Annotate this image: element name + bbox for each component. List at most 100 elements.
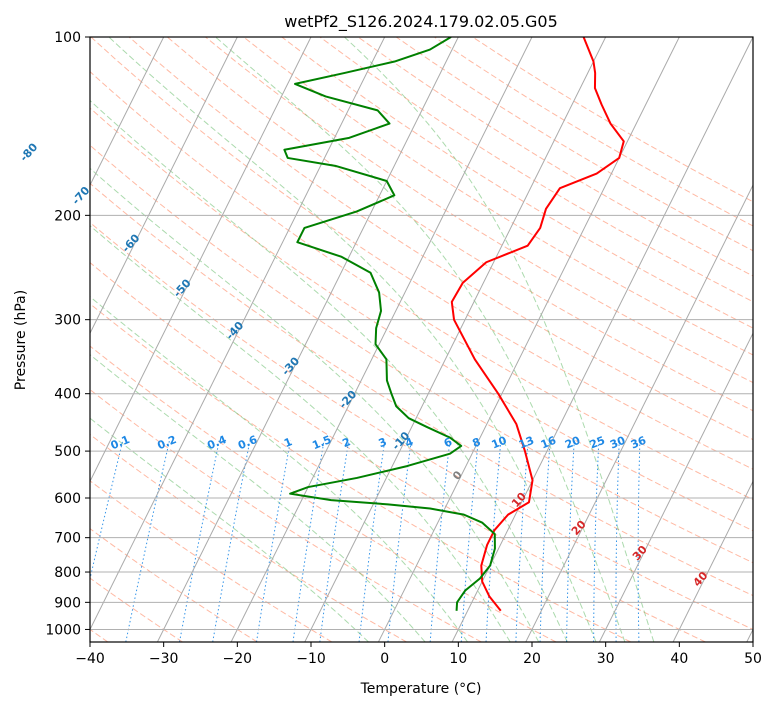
- mixing-ratio-line: [485, 440, 502, 642]
- x-tick-label: 50: [744, 651, 762, 667]
- mixing-ratio-label: 0.6: [236, 433, 259, 452]
- moist-adiabat: [90, 354, 426, 642]
- mixing-ratio-label: 8: [470, 435, 482, 450]
- x-tick-label: 0: [380, 651, 389, 667]
- x-tick-label: 10: [449, 651, 467, 667]
- mixing-ratio-label: 0.4: [205, 433, 228, 452]
- mixing-ratio-label: 20: [563, 434, 582, 452]
- x-axis-label: Temperature (°C): [360, 681, 482, 697]
- y-tick-label: 200: [54, 208, 81, 224]
- y-tick-label: 700: [54, 531, 81, 547]
- mixing-ratio-label: 2: [341, 435, 353, 450]
- mixing-ratio-line: [256, 440, 291, 642]
- moist-adiabat: [108, 37, 597, 642]
- mixing-ratio-label: 36: [629, 434, 648, 452]
- moist-adiabat: [215, 37, 626, 642]
- mixing-ratio-line: [539, 440, 551, 642]
- isotherm-label: -70: [69, 184, 92, 208]
- dry-adiabat: [166, 37, 753, 412]
- dry-adiabat: [243, 37, 753, 356]
- dry-adiabat: [205, 37, 753, 384]
- dewpoint-trace: [283, 37, 496, 611]
- isotherm-line: [377, 37, 680, 642]
- mixing-ratio-line: [515, 440, 529, 642]
- dry-adiabat: [90, 480, 333, 642]
- dry-adiabat: [357, 37, 753, 277]
- isotherm-label: 0: [450, 468, 465, 483]
- y-tick-label: 600: [54, 491, 81, 507]
- mixing-ratio-line: [593, 440, 600, 642]
- dry-adiabat: [90, 577, 183, 642]
- mixing-ratio-line: [292, 440, 325, 642]
- moist-adiabat: [90, 167, 540, 642]
- mixing-ratio-label: 10: [490, 434, 509, 452]
- grid-lines: [90, 37, 753, 642]
- dry-adiabat: [90, 107, 753, 532]
- sounding-traces: [283, 37, 625, 612]
- x-axis-ticks: −40 −30 −20 −10 0 10 20 30 40 50: [75, 642, 762, 667]
- isotherm-line: [746, 628, 753, 642]
- mixing-ratio-line: [566, 440, 575, 642]
- x-tick-label: −20: [223, 651, 253, 667]
- isotherm-line: [156, 37, 459, 642]
- mixing-ratio-label: 30: [608, 434, 627, 452]
- x-tick-label: 40: [670, 651, 688, 667]
- dry-adiabat: [90, 303, 631, 642]
- isotherm-line: [451, 37, 753, 642]
- moist-adiabat: [90, 296, 469, 642]
- mixing-ratio-line: [212, 440, 251, 642]
- dry-adiabat: [90, 221, 753, 631]
- isotherm-line: [90, 37, 165, 187]
- y-axis-ticks: 100 200 300 400 500 600 700 800 900 1000: [45, 30, 90, 638]
- mixing-ratio-line: [125, 440, 170, 642]
- x-tick-label: 30: [597, 651, 615, 667]
- x-tick-label: −10: [296, 651, 326, 667]
- y-tick-label: 800: [54, 565, 81, 581]
- isotherm-line: [304, 37, 607, 642]
- background-lines: [90, 37, 753, 642]
- y-tick-label: 900: [54, 595, 81, 611]
- dry-adiabat: [281, 37, 753, 329]
- mixing-ratio-line: [179, 440, 220, 642]
- y-axis-label: Pressure (hPa): [13, 290, 29, 390]
- y-tick-label: 300: [54, 313, 81, 329]
- mixing-ratio-line: [429, 440, 451, 642]
- mixing-ratio-label: 16: [539, 434, 558, 452]
- dry-adiabat: [90, 528, 258, 642]
- mixing-ratio-line: [319, 440, 350, 642]
- dry-adiabat: [128, 37, 753, 441]
- mixing-ratio-label: 13: [517, 434, 536, 452]
- mixing-ratio-line: [637, 440, 641, 642]
- moist-adiabat: [344, 37, 655, 642]
- dry-adiabat: [90, 389, 482, 642]
- mixing-ratio-label: 3: [377, 435, 389, 450]
- isotherm-line: [598, 332, 753, 642]
- mixing-ratio-label: 25: [588, 434, 607, 452]
- dry-adiabat: [319, 37, 753, 303]
- isotherm-line: [90, 37, 386, 631]
- mixing-ratio-line: [460, 440, 479, 642]
- dry-adiabat: [90, 433, 407, 642]
- moist-adiabat: [90, 99, 568, 642]
- mixing-ratio-line: [615, 440, 620, 642]
- x-tick-label: −30: [149, 651, 179, 667]
- dry-adiabat: [90, 144, 753, 564]
- line-labels: 0.10.20.40.611.52346810131620253036-100-…: [17, 140, 710, 589]
- moist-adiabat: [90, 225, 511, 642]
- mixing-ratio-label: 1: [282, 435, 294, 450]
- mixing-ratio-label: 0.2: [155, 433, 178, 452]
- mixing-ratio-line: [387, 440, 412, 642]
- dry-adiabat: [90, 345, 557, 642]
- dry-adiabat: [90, 182, 753, 597]
- y-tick-label: 100: [54, 30, 81, 46]
- dry-adiabat: [90, 37, 753, 470]
- x-tick-label: 20: [523, 651, 541, 667]
- y-tick-label: 500: [54, 444, 81, 460]
- isotherm-line: [90, 37, 238, 335]
- y-tick-label: 400: [54, 387, 81, 403]
- isotherm-line: [230, 37, 533, 642]
- isotherm-line: [525, 183, 753, 642]
- isotherm-line: [672, 480, 753, 642]
